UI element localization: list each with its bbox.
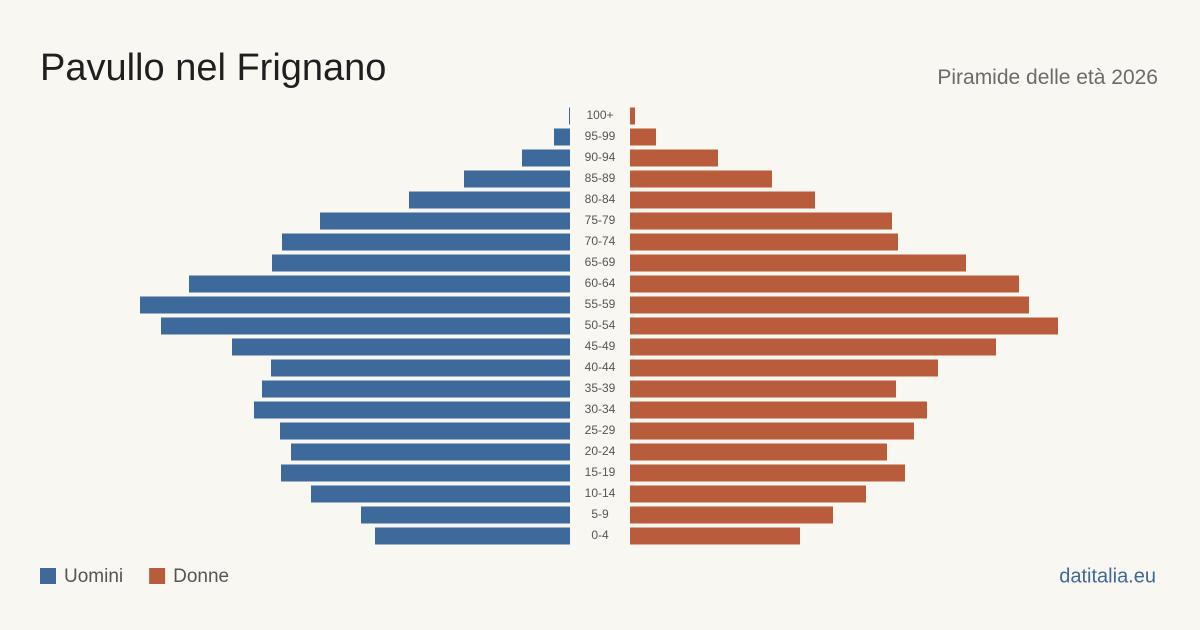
bar [189,275,570,293]
bar [262,380,570,398]
bar [291,443,570,461]
bar [375,527,570,545]
legend-label: Uomini [64,566,123,587]
bar [630,128,656,146]
bar [630,275,1019,293]
bar [630,296,1029,314]
bar [630,317,1058,335]
age-label: 75-79 [585,213,616,227]
legend-swatch [149,568,166,584]
age-label: 50-54 [585,318,616,332]
chart-subtitle: Piramide delle età 2026 [937,66,1158,89]
age-label: 80-84 [585,192,616,206]
chart-title: Pavullo nel Frignano [40,47,386,89]
bar [232,338,570,356]
bar [320,212,570,230]
bar [630,254,966,272]
age-label: 70-74 [585,234,616,248]
age-label: 30-34 [585,402,616,416]
bar [272,254,570,272]
bar [630,464,905,482]
age-label: 10-14 [585,486,616,500]
bar [630,191,815,209]
age-label: 100+ [586,108,613,122]
bar [630,506,833,524]
bar [630,422,914,440]
source-link[interactable]: datitalia.eu [1059,565,1156,587]
bar [630,149,718,167]
bar [554,128,570,146]
bar [630,170,772,188]
age-label: 55-59 [585,297,616,311]
age-label: 60-64 [585,276,616,290]
bar [409,191,570,209]
bar [280,422,570,440]
age-label: 45-49 [585,339,616,353]
age-label: 35-39 [585,381,616,395]
age-label: 85-89 [585,171,616,185]
bar [630,401,927,419]
bar [630,233,898,251]
age-label: 40-44 [585,360,616,374]
age-label: 90-94 [585,150,616,164]
bar [630,107,635,125]
legend-label: Donne [173,566,229,587]
age-label: 65-69 [585,255,616,269]
age-label: 0-4 [591,528,609,542]
bar [569,107,570,125]
bar [311,485,570,503]
bar [630,212,892,230]
bar [254,401,570,419]
bar [630,380,896,398]
bar [464,170,570,188]
bar [271,359,570,377]
age-label: 20-24 [585,444,616,458]
age-label: 5-9 [591,507,609,521]
bar [630,485,866,503]
bar [281,464,570,482]
bar [630,359,938,377]
bar [140,296,570,314]
bar [630,338,996,356]
bar [522,149,570,167]
bar [282,233,570,251]
age-label: 15-19 [585,465,616,479]
age-label: 95-99 [585,129,616,143]
legend-swatch [40,568,56,584]
bar [361,506,570,524]
bar [630,443,887,461]
age-label: 25-29 [585,423,616,437]
bar [161,317,570,335]
bar [630,527,800,545]
